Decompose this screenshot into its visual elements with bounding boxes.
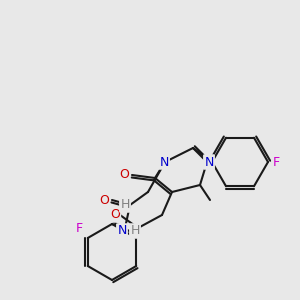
Text: N: N [159,155,169,169]
Text: O: O [119,169,129,182]
Text: H: H [120,199,130,212]
Text: H: H [130,224,140,238]
Text: F: F [272,155,280,169]
Text: O: O [99,194,109,206]
Text: O: O [119,169,129,182]
Text: O: O [110,208,120,221]
Text: F: F [76,223,83,236]
Text: N: N [117,224,127,238]
Text: N: N [204,155,214,169]
